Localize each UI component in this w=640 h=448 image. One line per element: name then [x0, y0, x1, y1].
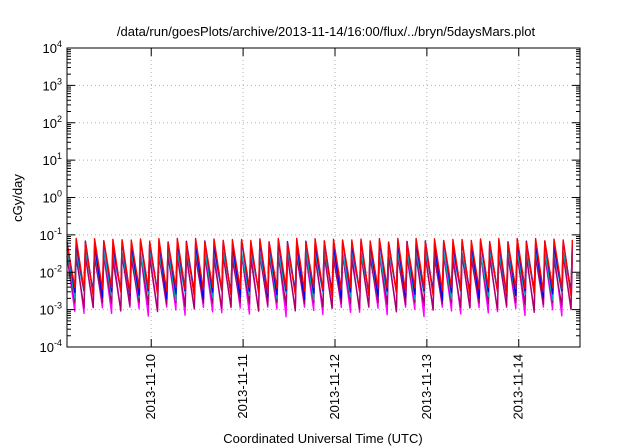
y-axis-label: cGy/day — [10, 174, 25, 222]
x-axis-label: Coordinated Universal Time (UTC) — [223, 431, 422, 446]
y-tick-label: 103 — [43, 76, 62, 93]
y-tick-label: 10-3 — [40, 301, 62, 318]
y-axis: 10-4 10-3 10-2 10-1 100 101 102 103 104 — [40, 39, 580, 355]
chart-title: /data/run/goesPlots/archive/2013-11-14/1… — [117, 24, 536, 39]
x-tick-label: 2013-11-14 — [511, 354, 526, 420]
x-tick-label: 2013-11-11 — [235, 354, 250, 419]
y-tick-label: 10-4 — [40, 338, 62, 355]
x-tick-label: 2013-11-13 — [419, 354, 434, 420]
y-tick-label: 104 — [43, 39, 62, 56]
y-tick-label: 100 — [43, 189, 62, 206]
y-tick-label: 10-2 — [40, 263, 62, 280]
y-tick-label: 10-1 — [40, 226, 62, 243]
x-axis: 2013-11-10 2013-11-11 2013-11-12 2013-11-13… — [143, 48, 526, 420]
series-group — [66, 237, 573, 318]
y-tick-label: 102 — [43, 114, 62, 131]
series-line-1 — [66, 237, 573, 299]
x-tick-label: 2013-11-10 — [143, 354, 158, 420]
y-tick-label: 101 — [43, 151, 62, 168]
x-tick-label: 2013-11-12 — [327, 354, 342, 420]
